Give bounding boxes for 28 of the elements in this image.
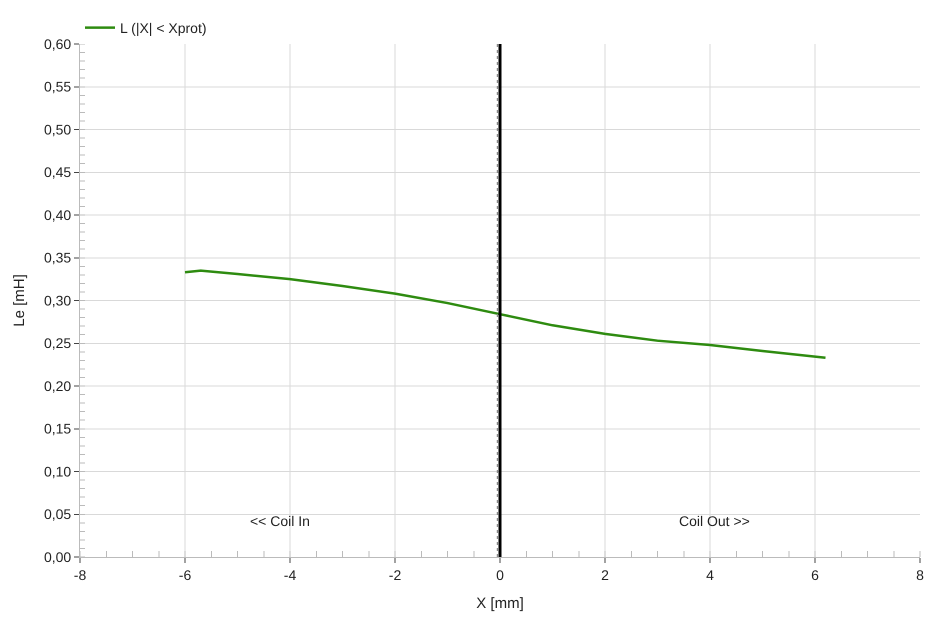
- legend-label: L (|X| < Xprot): [120, 20, 207, 36]
- x-tick-label: 4: [706, 566, 714, 583]
- x-tick-label: 6: [811, 566, 820, 583]
- y-tick-label: 0,05: [44, 506, 72, 522]
- x-tick-label: 2: [601, 566, 610, 583]
- y-tick-label: 0,60: [44, 36, 72, 52]
- x-tick-label: -4: [284, 566, 296, 583]
- x-tick-label: 8: [916, 566, 924, 583]
- line-series: [184, 269, 827, 360]
- y-tick-label: 0,30: [44, 292, 72, 308]
- y-axis-title: Le [mH]: [11, 274, 28, 327]
- y-tick-label: 0,50: [44, 121, 72, 138]
- y-tick-label: 0,55: [44, 78, 72, 95]
- x-tick-label: -8: [74, 566, 86, 583]
- annotation: Coil Out >>: [679, 513, 750, 529]
- x-tick-label: -6: [178, 566, 192, 583]
- y-tick-label: 0,00: [44, 548, 72, 565]
- y-tick-label: 0,35: [44, 250, 72, 266]
- x-tick-label: -2: [388, 566, 402, 583]
- x-tick-label: 0: [496, 566, 504, 583]
- y-tick-label: 0,15: [44, 420, 72, 437]
- y-tick-label: 0,20: [44, 378, 72, 394]
- y-tick-label: 0,45: [44, 164, 72, 180]
- y-tick-label: 0,25: [44, 335, 72, 352]
- y-tick-label: 0,10: [44, 463, 72, 480]
- y-tick-label: 0,40: [44, 206, 72, 223]
- x-axis-title: X [mm]: [476, 594, 524, 612]
- annotation: << Coil In: [250, 513, 310, 529]
